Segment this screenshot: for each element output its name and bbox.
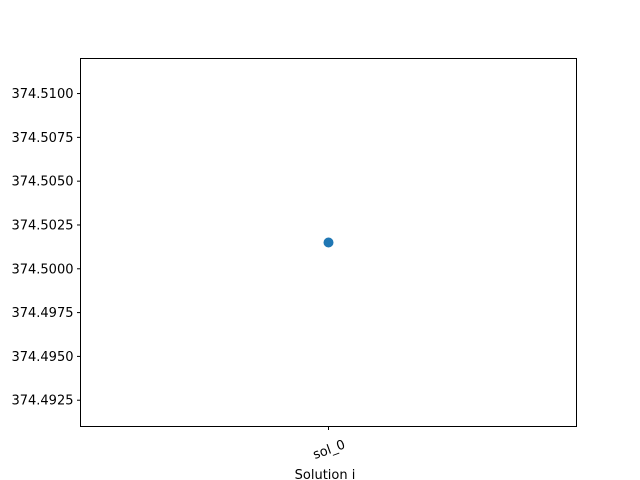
data-points — [323, 237, 334, 248]
x-axis-label: Solution i — [295, 468, 356, 480]
y-tick-label: 374.4925 — [11, 394, 73, 409]
y-tick-label: 374.5075 — [11, 131, 73, 146]
y-tick-label: 374.4975 — [11, 306, 73, 321]
data-point — [323, 237, 334, 248]
y-tick-label: 374.5000 — [11, 262, 73, 277]
y-tick-label: 374.5100 — [11, 87, 73, 102]
y-tick-label: 374.5025 — [11, 218, 73, 233]
y-tick-label: 374.4950 — [11, 350, 73, 365]
y-tick-label: 374.5050 — [11, 175, 73, 190]
x-axis-ticks: sol_0 — [311, 426, 347, 463]
y-axis-ticks: 374.4925 374.4950 374.4975 374.5000 374.5025… — [11, 87, 81, 409]
x-tick-label: sol_0 — [311, 438, 347, 463]
